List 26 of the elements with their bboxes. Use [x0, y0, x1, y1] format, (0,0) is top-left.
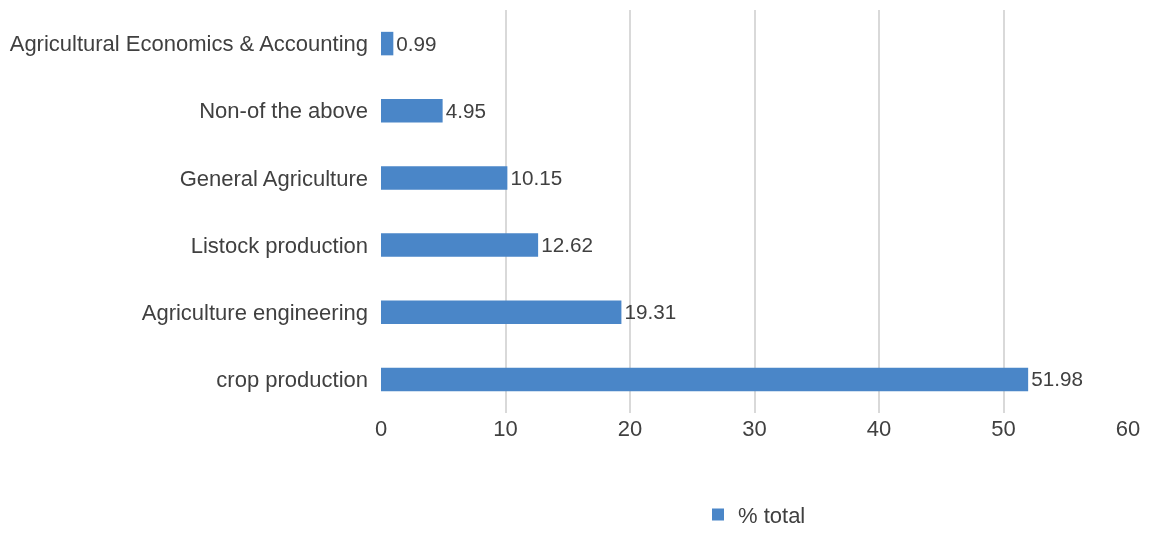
bar [381, 233, 539, 257]
y-tick-label: Agriculture engineering [141, 299, 368, 325]
bar [381, 300, 622, 324]
x-tick-label: 50 [991, 416, 1016, 441]
bar [381, 166, 508, 190]
x-tick-label: 60 [1115, 416, 1141, 441]
data-label: 12.62 [541, 233, 593, 257]
x-tick-label: 20 [617, 416, 643, 441]
x-tick-label: 0 [374, 416, 388, 441]
data-label: 19.31 [624, 300, 677, 324]
legend-label: % total [738, 502, 806, 528]
x-tick-label: 40 [866, 416, 892, 441]
y-tick-label: Non-of the above [199, 98, 368, 124]
data-label: 4.95 [445, 98, 486, 122]
data-label: 51.98 [1031, 367, 1083, 391]
y-tick-label: crop production [216, 367, 368, 393]
x-tick-label: 30 [742, 416, 767, 441]
data-label: 0.99 [396, 31, 437, 55]
y-tick-label: Agricultural Economics & Accounting [9, 31, 368, 57]
data-label: 10.15 [510, 165, 563, 189]
bar [381, 99, 443, 123]
bar [381, 31, 394, 56]
x-tick-label: 10 [493, 416, 518, 441]
y-tick-label: General Agriculture [179, 165, 368, 191]
bar [381, 367, 1029, 392]
y-tick-label: Listock production [190, 232, 368, 258]
